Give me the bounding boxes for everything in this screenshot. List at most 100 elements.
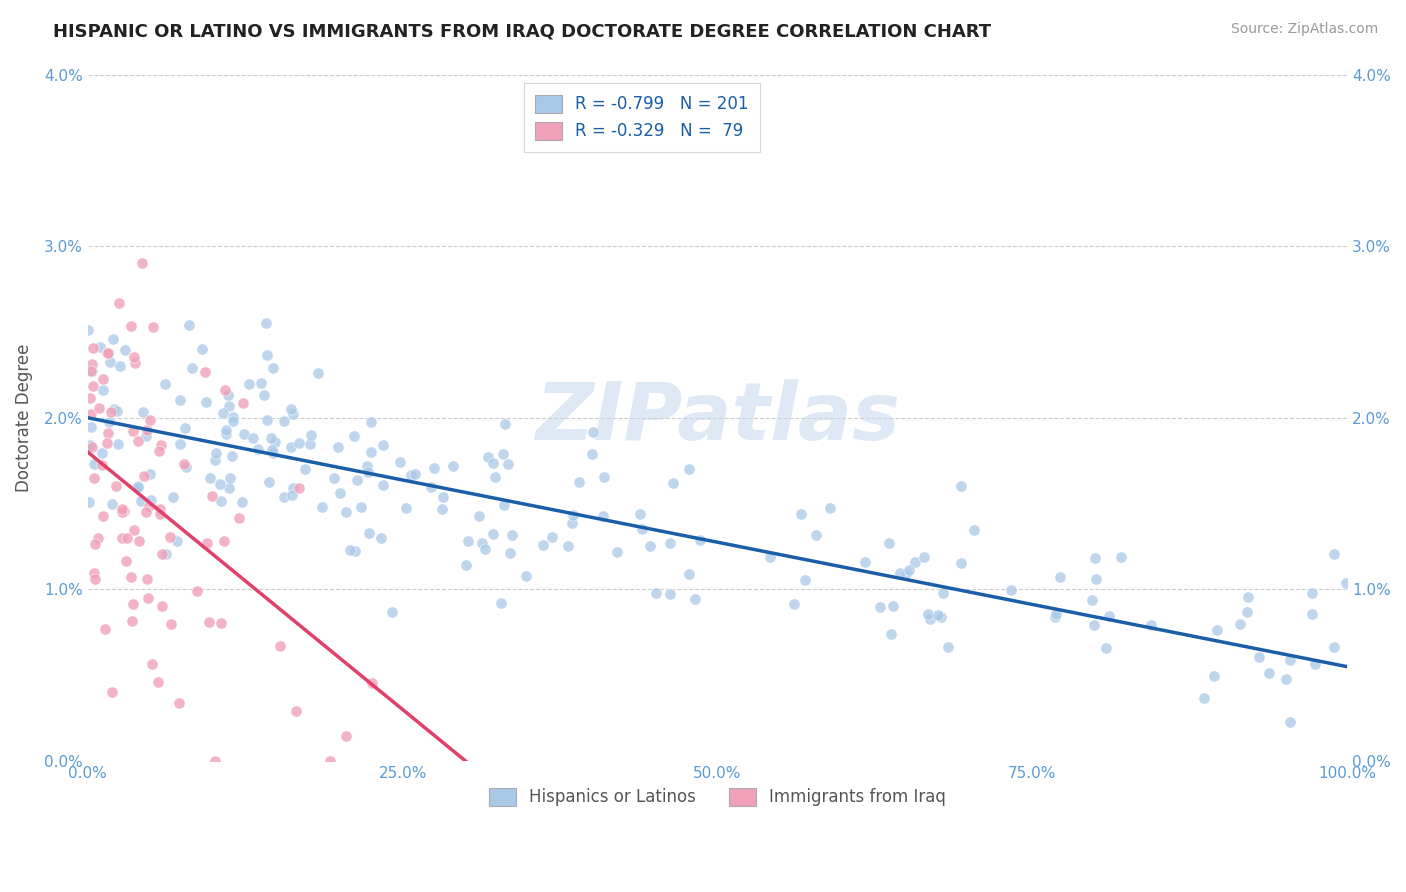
Point — [91, 372, 114, 386]
Legend: Hispanics or Latinos, Immigrants from Iraq: Hispanics or Latinos, Immigrants from Ir… — [481, 780, 955, 814]
Point — [280, 440, 302, 454]
Point — [231, 494, 253, 508]
Point — [94, 623, 117, 637]
Point — [659, 587, 682, 601]
Point — [150, 599, 173, 614]
Point — [468, 509, 491, 524]
Point — [319, 754, 342, 768]
Point — [214, 383, 236, 397]
Point — [1323, 640, 1346, 654]
Point — [79, 419, 101, 434]
Point — [90, 458, 112, 472]
Point — [432, 490, 454, 504]
Point — [124, 523, 146, 537]
Y-axis label: Doctorate Degree: Doctorate Degree — [15, 343, 32, 492]
Point — [219, 471, 242, 485]
Point — [169, 436, 191, 450]
Point — [209, 615, 232, 630]
Point — [491, 596, 513, 610]
Point — [423, 461, 446, 475]
Point — [84, 537, 107, 551]
Point — [128, 534, 150, 549]
Point — [335, 505, 357, 519]
Point — [963, 523, 986, 537]
Point — [112, 504, 135, 518]
Point — [869, 599, 891, 614]
Point — [1094, 641, 1116, 656]
Point — [395, 500, 418, 515]
Point — [82, 379, 104, 393]
Point — [912, 549, 935, 564]
Point — [783, 597, 806, 611]
Point — [90, 446, 112, 460]
Point — [101, 497, 124, 511]
Point — [222, 409, 245, 424]
Point — [177, 318, 200, 332]
Point — [254, 316, 277, 330]
Point — [920, 611, 942, 625]
Point — [260, 443, 283, 458]
Point — [97, 345, 120, 359]
Point — [209, 494, 232, 508]
Point — [105, 403, 128, 417]
Point — [103, 401, 125, 416]
Point — [96, 426, 118, 441]
Point — [339, 543, 361, 558]
Point — [640, 539, 662, 553]
Point — [420, 480, 443, 494]
Point — [173, 457, 195, 471]
Point — [1323, 547, 1346, 561]
Point — [260, 431, 283, 445]
Point — [430, 501, 453, 516]
Point — [101, 684, 124, 698]
Point — [662, 475, 685, 490]
Point — [561, 516, 583, 530]
Point — [273, 414, 295, 428]
Point — [181, 360, 204, 375]
Point — [136, 423, 159, 437]
Point — [683, 591, 706, 606]
Point — [176, 459, 198, 474]
Point — [150, 438, 173, 452]
Point — [540, 530, 562, 544]
Point — [124, 351, 146, 365]
Point — [247, 442, 270, 456]
Point — [1081, 592, 1104, 607]
Point — [492, 447, 515, 461]
Point — [103, 332, 125, 346]
Point — [215, 427, 238, 442]
Point — [904, 555, 927, 569]
Point — [111, 501, 134, 516]
Point — [100, 405, 122, 419]
Point — [356, 458, 378, 473]
Point — [214, 423, 236, 437]
Point — [877, 536, 900, 550]
Point — [311, 500, 333, 515]
Point — [218, 400, 240, 414]
Point — [194, 365, 217, 379]
Point — [1000, 582, 1022, 597]
Point — [494, 417, 516, 431]
Text: HISPANIC OR LATINO VS IMMIGRANTS FROM IRAQ DOCTORATE DEGREE CORRELATION CHART: HISPANIC OR LATINO VS IMMIGRANTS FROM IR… — [53, 22, 991, 40]
Point — [160, 617, 183, 632]
Point — [87, 531, 110, 545]
Point — [169, 393, 191, 408]
Point — [104, 479, 127, 493]
Point — [117, 531, 139, 545]
Point — [645, 586, 668, 600]
Point — [1247, 650, 1270, 665]
Point — [1111, 549, 1133, 564]
Point — [250, 376, 273, 391]
Point — [288, 436, 311, 450]
Point — [139, 492, 162, 507]
Point — [335, 730, 357, 744]
Point — [1085, 572, 1108, 586]
Point — [111, 504, 134, 518]
Point — [153, 376, 176, 391]
Point — [531, 538, 554, 552]
Point — [820, 501, 842, 516]
Point — [281, 488, 304, 502]
Point — [357, 526, 380, 541]
Point — [894, 567, 917, 582]
Point — [80, 440, 103, 454]
